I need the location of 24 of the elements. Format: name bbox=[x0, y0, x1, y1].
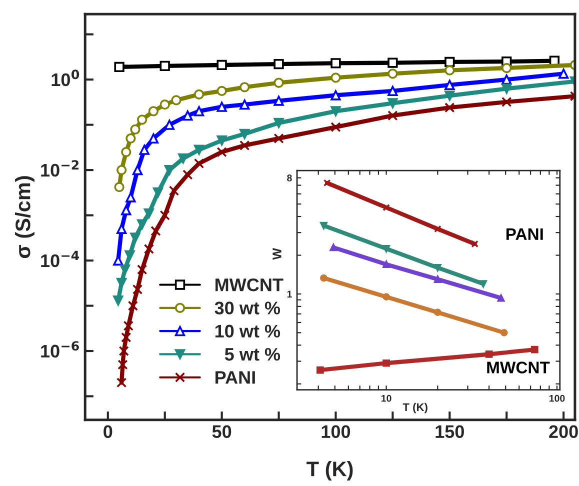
y-axis-title: W bbox=[272, 248, 282, 260]
legend-label: MWCNT bbox=[216, 278, 284, 292]
x-tick-label: 50 bbox=[212, 425, 232, 438]
x-tick-label: 150 bbox=[436, 425, 464, 438]
y-tick-label: 10$^{0}$ bbox=[52, 70, 80, 86]
x-tick-label: 100 bbox=[549, 394, 565, 402]
series-label: PANI bbox=[506, 228, 543, 240]
y-tick-label: 8 bbox=[287, 174, 292, 182]
x-tick-label: 0 bbox=[104, 425, 112, 438]
legend-label: PANI bbox=[216, 371, 255, 384]
x-axis-title: T (K) bbox=[402, 402, 428, 414]
x-tick-label: 200 bbox=[549, 425, 578, 438]
series-label: MWCNT bbox=[487, 362, 550, 374]
y-tick-label: 10$^{−6}$ bbox=[41, 341, 79, 358]
y-tick-label: 1 bbox=[287, 290, 292, 298]
legend-label: 5 wt % bbox=[224, 348, 280, 361]
legend-label: 10 wt % bbox=[215, 324, 280, 338]
y-axis-title: σ (S/cm) bbox=[15, 176, 34, 258]
y-tick-label: 10$^{−2}$ bbox=[41, 160, 79, 177]
x-tick-label: 10 bbox=[381, 394, 392, 402]
legend-label: 30 wt % bbox=[214, 302, 280, 314]
x-tick-label: 100 bbox=[322, 425, 350, 438]
x-axis-title: T (K) bbox=[306, 461, 353, 480]
y-tick-label: 10$^{−4}$ bbox=[41, 250, 80, 268]
